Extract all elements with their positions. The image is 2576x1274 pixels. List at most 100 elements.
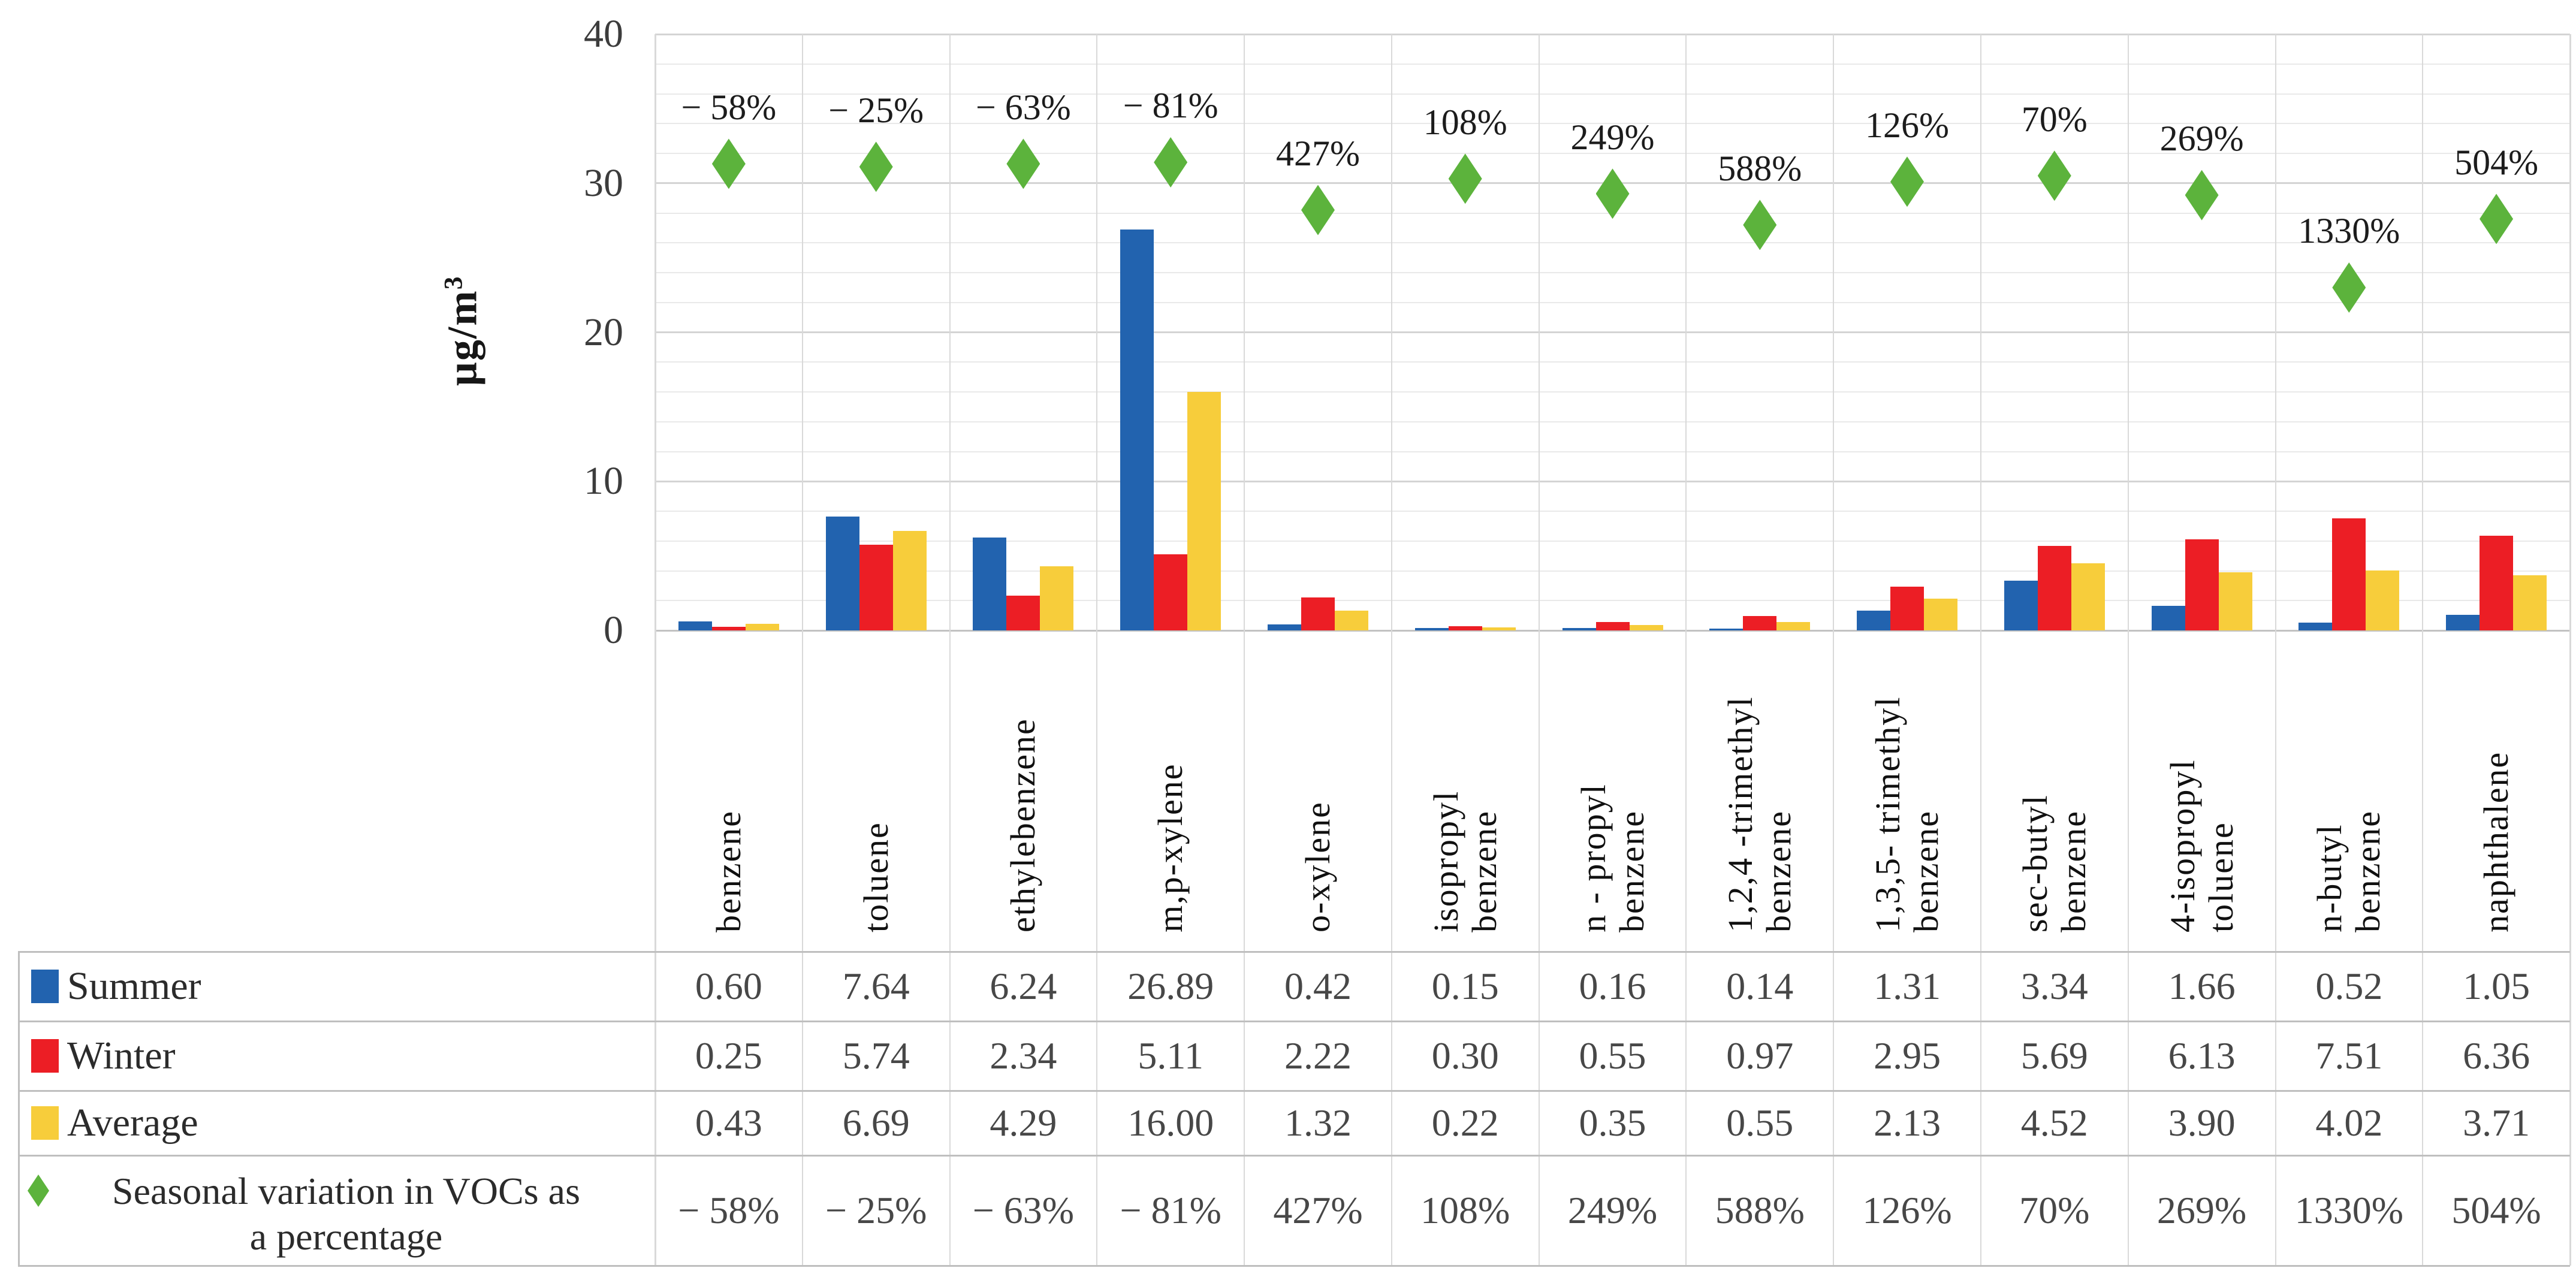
seasonal-percent-label: 504% bbox=[2454, 142, 2539, 182]
category-label: sec-butyl benzene bbox=[2016, 794, 2093, 932]
bar-summer-10 bbox=[2151, 605, 2185, 630]
gridline-minor bbox=[655, 123, 2570, 125]
column-separator bbox=[1538, 34, 1540, 1266]
category-label: 4-isopropyl toluene bbox=[2162, 759, 2240, 932]
table-cell: 70% bbox=[2019, 1189, 2090, 1231]
bar-average-3 bbox=[1187, 392, 1221, 630]
table-cell: 5.11 bbox=[1138, 1034, 1203, 1077]
bar-average-9 bbox=[2071, 563, 2105, 630]
category-label-line: benzene bbox=[708, 810, 748, 932]
bar-winter-2 bbox=[1006, 595, 1040, 630]
gridline-major bbox=[655, 33, 2570, 35]
bar-winter-3 bbox=[1154, 554, 1188, 630]
table-cell: 4.52 bbox=[2020, 1101, 2088, 1144]
bar-average-6 bbox=[1629, 625, 1663, 630]
category-label-line: n - propyl bbox=[1573, 783, 1613, 932]
category-label-line: 1,3,5- trimethyl bbox=[1868, 696, 1907, 932]
table-cell: − 58% bbox=[678, 1189, 780, 1231]
bar-average-11 bbox=[2366, 570, 2400, 630]
column-separator bbox=[949, 34, 951, 1266]
category-label-line: benzene bbox=[2348, 810, 2388, 932]
legend-swatch-average bbox=[31, 1106, 59, 1140]
seasonal-percent-label: 70% bbox=[2021, 99, 2088, 139]
table-cell: − 25% bbox=[825, 1189, 927, 1231]
category-label-line: o-xylene bbox=[1298, 801, 1337, 932]
bar-winter-10 bbox=[2185, 539, 2219, 630]
bar-summer-2 bbox=[973, 537, 1007, 630]
category-label: naphthalene bbox=[2477, 751, 2515, 932]
table-cell: 3.34 bbox=[2020, 965, 2088, 1007]
bar-summer-9 bbox=[2004, 580, 2038, 630]
y-axis-tick-label: 10 bbox=[584, 459, 623, 503]
seasonal-marker-diamond bbox=[1006, 138, 1040, 189]
table-cell: 2.34 bbox=[990, 1034, 1057, 1077]
category-label-line: sec-butyl bbox=[2015, 794, 2055, 932]
category-label-line: 1,2,4 -trimethyl bbox=[1721, 696, 1760, 932]
category-label-line: isopropyl bbox=[1426, 790, 1465, 932]
gridline-minor bbox=[655, 361, 2570, 363]
table-cell: 0.14 bbox=[1726, 965, 1794, 1007]
table-cell: 1330% bbox=[2294, 1189, 2404, 1231]
category-label: 1,2,4 -trimethyl benzene bbox=[1721, 696, 1798, 932]
table-cell: 0.43 bbox=[695, 1101, 762, 1144]
category-label: benzene bbox=[708, 810, 748, 932]
legend-label-seasonal: Seasonal variation in VOCs as a percentag… bbox=[57, 1169, 635, 1260]
table-cell: 108% bbox=[1420, 1189, 1510, 1231]
category-label-line: 4-isopropyl bbox=[2162, 759, 2202, 932]
bar-winter-12 bbox=[2480, 535, 2514, 630]
table-row-border bbox=[18, 1020, 2570, 1022]
legend-swatch-winter bbox=[31, 1039, 59, 1073]
bar-average-1 bbox=[892, 530, 927, 630]
table-cell: 16.00 bbox=[1127, 1101, 1214, 1144]
column-separator bbox=[1096, 34, 1098, 1266]
gridline-minor bbox=[655, 153, 2570, 154]
category-label: m,p-xylene bbox=[1151, 763, 1190, 932]
category-label: ethylebenzene bbox=[1003, 718, 1042, 932]
gridline-major bbox=[655, 331, 2570, 333]
category-label: 1,3,5- trimethyl benzene bbox=[1868, 696, 1945, 932]
table-cell: 26.89 bbox=[1127, 965, 1214, 1007]
category-label-line: benzene bbox=[2053, 810, 2093, 932]
bar-winter-4 bbox=[1301, 597, 1335, 630]
table-row-border bbox=[18, 1089, 2570, 1092]
bar-summer-11 bbox=[2299, 623, 2333, 630]
seasonal-marker-diamond bbox=[2332, 262, 2366, 313]
legend-label-summer: Summer bbox=[67, 964, 201, 1008]
category-label-line: toluene bbox=[2201, 822, 2240, 932]
legend-label-seasonal-line: Seasonal variation in VOCs as bbox=[112, 1170, 580, 1212]
column-separator bbox=[2422, 34, 2424, 1266]
gridline-minor bbox=[655, 570, 2570, 572]
y-axis-tick-label: 20 bbox=[584, 310, 623, 354]
y-axis-tick-label: 40 bbox=[584, 12, 623, 56]
table-cell: 1.05 bbox=[2463, 965, 2530, 1007]
bar-summer-1 bbox=[825, 517, 859, 630]
table-cell: 249% bbox=[1567, 1189, 1658, 1231]
table-cell: − 63% bbox=[972, 1189, 1075, 1231]
gridline-minor bbox=[655, 301, 2570, 303]
table-cell: 5.69 bbox=[2020, 1034, 2088, 1077]
bar-summer-0 bbox=[678, 621, 712, 630]
bar-average-4 bbox=[1335, 611, 1368, 630]
bar-average-0 bbox=[745, 624, 779, 630]
table-cell: 0.35 bbox=[1579, 1101, 1646, 1144]
table-cell: 7.64 bbox=[842, 965, 910, 1007]
gridline-minor bbox=[655, 451, 2570, 452]
gridline-minor bbox=[655, 93, 2570, 95]
seasonal-percent-label: − 58% bbox=[681, 87, 777, 127]
table-cell: 2.13 bbox=[1874, 1101, 1941, 1144]
bar-summer-6 bbox=[1562, 628, 1596, 630]
gridline-minor bbox=[655, 421, 2570, 422]
bar-summer-5 bbox=[1414, 628, 1449, 630]
legend-label-winter: Winter bbox=[67, 1034, 176, 1077]
column-separator bbox=[801, 34, 803, 1266]
seasonal-marker-diamond bbox=[859, 141, 893, 192]
table-cell: 2.95 bbox=[1874, 1034, 1941, 1077]
bar-summer-8 bbox=[1857, 611, 1890, 630]
bar-average-12 bbox=[2513, 575, 2547, 630]
column-separator bbox=[1980, 34, 1981, 1266]
gridline-major bbox=[655, 480, 2570, 482]
table-cell: 126% bbox=[1862, 1189, 1952, 1231]
table-cell: 1.31 bbox=[1874, 965, 1941, 1007]
bar-summer-12 bbox=[2446, 614, 2480, 630]
table-cell: 0.42 bbox=[1284, 965, 1352, 1007]
